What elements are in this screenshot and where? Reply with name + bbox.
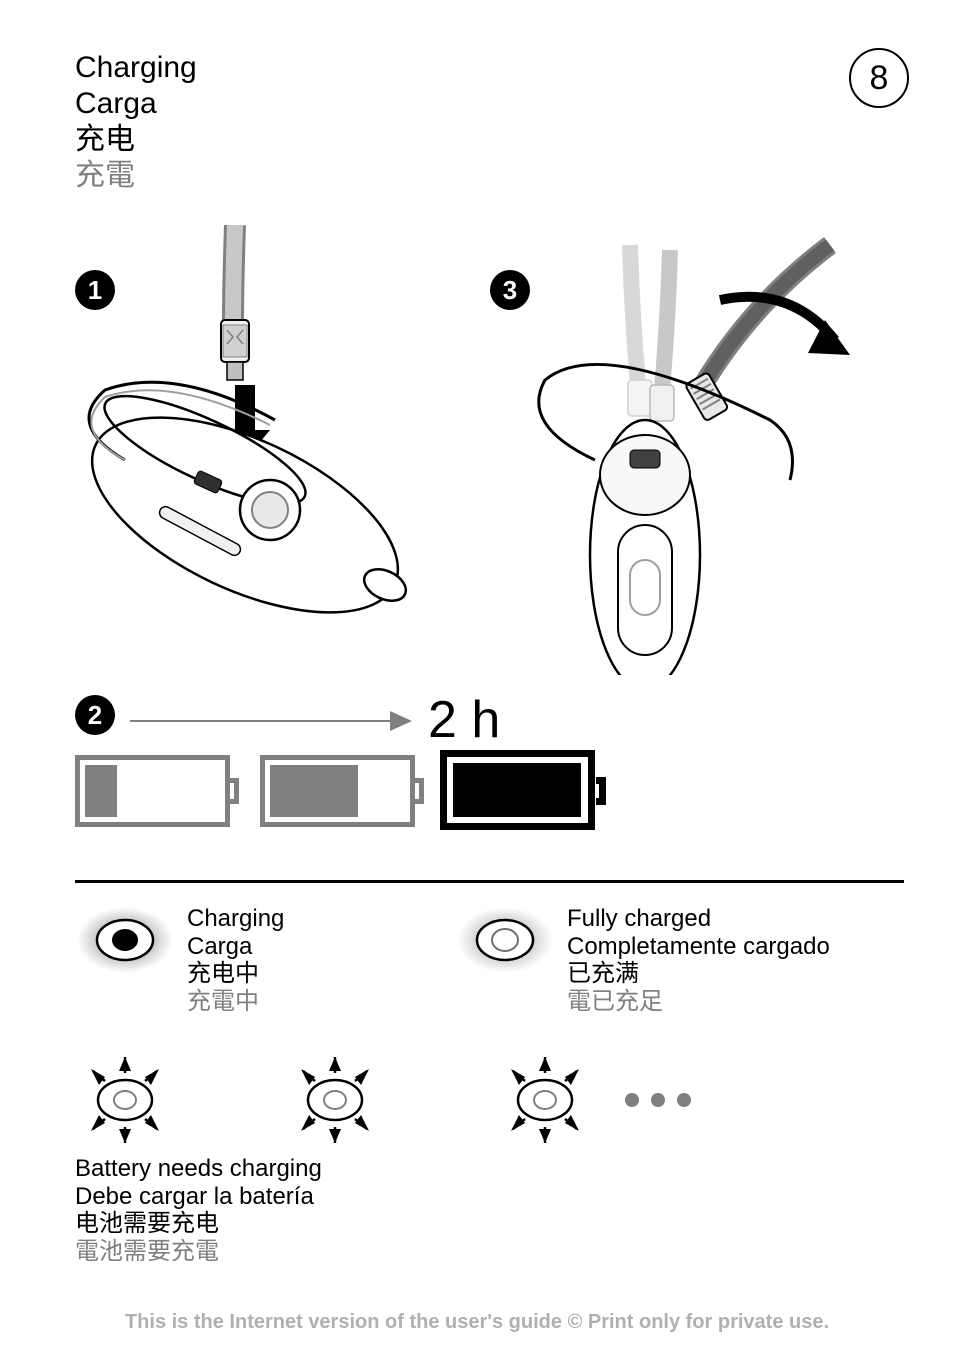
low-en: Battery needs charging	[75, 1155, 322, 1183]
flash-icon-1	[75, 1055, 175, 1145]
title-zh-tw: 充電	[75, 158, 197, 194]
step-badge-2: 2	[75, 695, 115, 735]
footer-disclaimer: This is the Internet version of the user…	[0, 1311, 954, 1334]
section-divider	[75, 880, 904, 883]
status-charging-row: Charging Carga 充电中 充電中	[75, 905, 435, 1015]
full-en: Fully charged	[567, 905, 830, 933]
battery-icon-mid	[260, 755, 415, 827]
headset-plug-svg	[75, 225, 455, 635]
low-es: Debe cargar la batería	[75, 1183, 322, 1211]
ellipsis-dots	[625, 1093, 691, 1107]
charge-time-label: 2 h	[428, 690, 500, 750]
flash-icon-3	[495, 1055, 595, 1145]
full-zh-tw: 電已充足	[567, 988, 830, 1016]
battery-icon-full	[440, 750, 595, 830]
title-es: Carga	[75, 86, 197, 122]
status-low-flash-row	[75, 1055, 875, 1145]
battery-icon-low	[75, 755, 230, 827]
status-full-text: Fully charged Completamente cargado 已充满 …	[567, 905, 830, 1015]
charge-progress-arrow	[130, 720, 410, 722]
page-number: 8	[870, 59, 889, 98]
full-zh-cn: 已充满	[567, 960, 830, 988]
low-zh-cn: 电池需要充电	[75, 1210, 322, 1238]
status-full-row: Fully charged Completamente cargado 已充满 …	[455, 905, 895, 1015]
section-title-block: Charging Carga 充电 充電	[75, 50, 197, 194]
status-low-text: Battery needs charging Debe cargar la ba…	[75, 1155, 322, 1265]
flash-icon-2	[285, 1055, 385, 1145]
title-zh-cn: 充电	[75, 122, 197, 158]
charging-es: Carga	[187, 933, 284, 961]
illustration-plug-in	[75, 225, 455, 635]
title-en: Charging	[75, 50, 197, 86]
full-es: Completamente cargado	[567, 933, 830, 961]
illustration-unplug	[490, 225, 880, 675]
page-number-badge: 8	[849, 48, 909, 108]
charging-en: Charging	[187, 905, 284, 933]
headset-unplug-svg	[490, 225, 880, 675]
led-charging-icon	[75, 905, 175, 975]
status-charging-text: Charging Carga 充电中 充電中	[187, 905, 284, 1015]
charging-zh-cn: 充电中	[187, 960, 284, 988]
charging-zh-tw: 充電中	[187, 988, 284, 1016]
low-zh-tw: 電池需要充電	[75, 1238, 322, 1266]
led-full-icon	[455, 905, 555, 975]
